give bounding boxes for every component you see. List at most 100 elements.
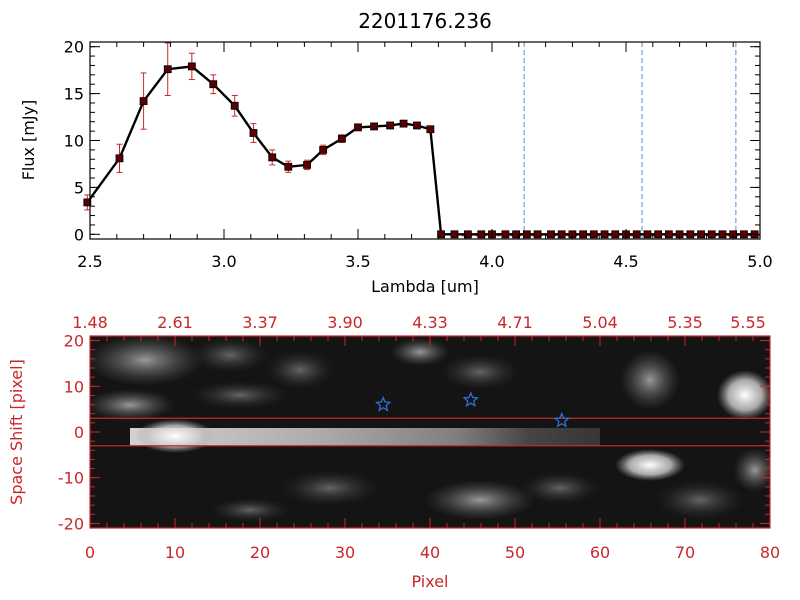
- data-point: [477, 230, 486, 239]
- shift-tick-label: 0: [74, 423, 84, 442]
- star-marker: [462, 391, 480, 408]
- x-tick-label: 5.0: [747, 252, 772, 271]
- data-point: [268, 153, 277, 162]
- y-tick-label: 5: [74, 178, 84, 197]
- pixel-tick-label: 80: [760, 543, 780, 562]
- data-point: [187, 62, 196, 71]
- data-point: [589, 230, 598, 239]
- data-point: [718, 230, 727, 239]
- data-point: [249, 129, 258, 137]
- pixel-axis-label: Pixel: [411, 572, 448, 591]
- star-marker: [374, 395, 392, 412]
- wavelength-tick-label: 4.33: [412, 313, 448, 332]
- space-shift-axis-label: Space Shift [pixel]: [7, 359, 26, 505]
- data-point: [319, 145, 328, 154]
- data-point: [83, 198, 92, 207]
- data-point: [370, 122, 378, 131]
- chart-title: 2201176.236: [358, 9, 492, 33]
- x-tick-label: 4.0: [479, 252, 504, 271]
- spectrum-image: [90, 336, 770, 528]
- data-point: [600, 230, 609, 239]
- data-point: [139, 97, 148, 105]
- data-point: [686, 230, 695, 239]
- x-axis-label: Lambda [um]: [371, 277, 479, 296]
- wavelength-tick-label: 5.35: [667, 313, 703, 332]
- y-tick-label: 15: [64, 85, 84, 104]
- data-point: [707, 230, 716, 239]
- y-tick-label: 10: [64, 132, 84, 151]
- y-axis-label: Flux [mJy]: [19, 100, 38, 181]
- data-point: [115, 154, 124, 163]
- pixel-tick-label: 10: [165, 543, 185, 562]
- data-point: [643, 230, 652, 239]
- x-ticks: 2.5 3.0 3.5 4.0 4.5 5.0: [77, 42, 773, 271]
- wavelength-tick-label: 1.48: [72, 313, 108, 332]
- data-point: [664, 230, 673, 239]
- image-panel: 0 10 20 30 40 50 60 70 80 1.48 2.61 3.37 3.90 4.33 4.…: [7, 313, 780, 591]
- x-tick-label: 2.5: [77, 252, 102, 271]
- vertical-markers: [523, 42, 737, 239]
- data-point: [437, 230, 445, 239]
- extraction-aperture-lines: [90, 417, 770, 447]
- x-tick-label: 3.5: [345, 252, 370, 271]
- data-point: [501, 230, 510, 239]
- data-point: [522, 230, 531, 239]
- data-point: [354, 123, 362, 132]
- wavelength-tick-label: 3.90: [327, 313, 363, 332]
- y-ticks: 0 5 10 15 20: [64, 38, 760, 244]
- data-point: [463, 230, 472, 239]
- x-tick-label: 4.5: [613, 252, 638, 271]
- pixel-tick-label: 30: [335, 543, 355, 562]
- data-point: [163, 65, 172, 74]
- shift-tick-label: 10: [64, 377, 84, 396]
- shift-tick-label: -10: [58, 469, 84, 488]
- data-point: [209, 80, 218, 89]
- pixel-tick-label: 40: [420, 543, 440, 562]
- data-point: [533, 230, 542, 239]
- star-marker: [553, 411, 571, 428]
- x-tick-label: 3.0: [211, 252, 236, 271]
- data-point: [426, 125, 435, 134]
- spectrum-plot-frame: [89, 41, 761, 240]
- wavelength-tick-label: 5.55: [730, 313, 766, 332]
- space-shift-ticks: -20 -10 0 10 20: [58, 332, 770, 533]
- data-point: [740, 230, 748, 239]
- data-point: [386, 121, 395, 130]
- wavelength-tick-label: 2.61: [157, 313, 193, 332]
- shift-tick-label: -20: [58, 514, 84, 533]
- shift-tick-label: 20: [64, 332, 84, 351]
- data-point: [611, 230, 620, 239]
- data-point: [303, 160, 311, 169]
- spectrum-panel: 2201176.236 2.5 3.0 3.5 4.0 4.5 5.0 05101520 …: [19, 9, 773, 296]
- data-point: [230, 101, 239, 110]
- y-tick-label: 20: [64, 38, 84, 57]
- data-point: [547, 230, 555, 239]
- data-point: [450, 230, 459, 239]
- data-point: [284, 162, 293, 171]
- pixel-tick-label: 20: [250, 543, 270, 562]
- data-point: [338, 134, 346, 143]
- data-point: [557, 230, 566, 239]
- data-point: [413, 121, 421, 130]
- data-point: [512, 230, 521, 239]
- wavelength-tick-label: 5.04: [582, 313, 618, 332]
- pixel-tick-label: 0: [85, 543, 95, 562]
- wavelength-tick-label: 4.71: [497, 313, 533, 332]
- wavelength-top-ticks: 1.48 2.61 3.37 3.90 4.33 4.71 5.04 5.35 5.55: [72, 313, 771, 346]
- wavelength-tick-label: 3.37: [242, 313, 278, 332]
- spectrum-line: [86, 65, 755, 236]
- star-markers: [374, 391, 571, 428]
- error-bars: [84, 42, 760, 237]
- pixel-ticks: 0 10 20 30 40 50 60 70 80: [85, 518, 780, 562]
- data-point: [579, 230, 588, 239]
- data-point: [697, 230, 705, 239]
- data-point: [399, 119, 408, 128]
- data-points: [83, 62, 759, 239]
- y-tick-label: 0: [74, 225, 84, 244]
- pixel-tick-label: 60: [590, 543, 610, 562]
- pixel-tick-label: 50: [505, 543, 525, 562]
- pixel-tick-label: 70: [675, 543, 695, 562]
- data-point: [654, 230, 663, 239]
- data-point: [632, 230, 641, 239]
